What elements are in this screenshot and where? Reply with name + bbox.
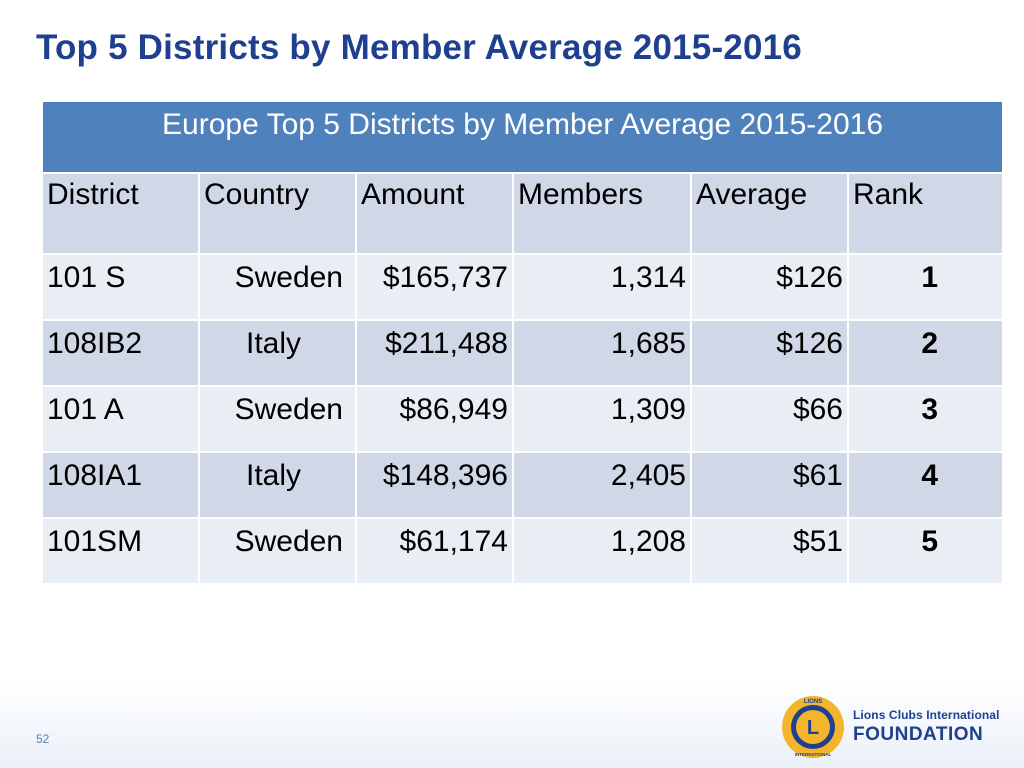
cell-district: 108IB2 xyxy=(43,321,200,387)
cell-district: 101SM xyxy=(43,519,200,585)
table-caption: Europe Top 5 Districts by Member Average… xyxy=(43,102,1003,174)
table-row: 108IA1 Italy $148,396 2,405 $61 4 xyxy=(43,453,1003,519)
cell-average: $61 xyxy=(692,453,849,519)
cell-rank: 5 xyxy=(849,519,1003,585)
cell-members: 1,685 xyxy=(514,321,692,387)
slide-title: Top 5 Districts by Member Average 2015-2… xyxy=(36,28,802,67)
cell-average: $126 xyxy=(692,255,849,321)
cell-members: 2,405 xyxy=(514,453,692,519)
header-average: Average xyxy=(692,174,849,255)
header-amount: Amount xyxy=(357,174,514,255)
cell-amount: $86,949 xyxy=(357,387,514,453)
brand-name: Lions Clubs International xyxy=(853,708,1000,722)
cell-country: Italy xyxy=(200,453,357,519)
svg-text:INTERNATIONAL: INTERNATIONAL xyxy=(795,752,832,757)
cell-district: 101 A xyxy=(43,387,200,453)
cell-rank: 1 xyxy=(849,255,1003,321)
brand-foundation: FOUNDATION xyxy=(853,724,984,745)
districts-table-container: Europe Top 5 Districts by Member Average… xyxy=(43,102,1003,585)
table-row: 101SM Sweden $61,174 1,208 $51 5 xyxy=(43,519,1003,585)
table-header-row: District Country Amount Members Average … xyxy=(43,174,1003,255)
cell-country: Sweden xyxy=(200,255,357,321)
cell-average: $51 xyxy=(692,519,849,585)
cell-members: 1,309 xyxy=(514,387,692,453)
districts-table: Europe Top 5 Districts by Member Average… xyxy=(43,102,1003,585)
svg-text:L: L xyxy=(807,717,819,739)
svg-text:LIONS: LIONS xyxy=(804,699,822,705)
cell-members: 1,208 xyxy=(514,519,692,585)
cell-amount: $61,174 xyxy=(357,519,514,585)
table-row: 101 S Sweden $165,737 1,314 $126 1 xyxy=(43,255,1003,321)
header-district: District xyxy=(43,174,200,255)
header-rank: Rank xyxy=(849,174,1003,255)
table-row: 101 A Sweden $86,949 1,309 $66 3 xyxy=(43,387,1003,453)
cell-district: 108IA1 xyxy=(43,453,200,519)
cell-country: Italy xyxy=(200,321,357,387)
brand-wordmark: Lions Clubs International FOUNDATION xyxy=(853,708,1000,746)
header-members: Members xyxy=(514,174,692,255)
cell-rank: 3 xyxy=(849,387,1003,453)
cell-country: Sweden xyxy=(200,387,357,453)
cell-average: $66 xyxy=(692,387,849,453)
cell-district: 101 S xyxy=(43,255,200,321)
cell-country: Sweden xyxy=(200,519,357,585)
cell-amount: $165,737 xyxy=(357,255,514,321)
cell-average: $126 xyxy=(692,321,849,387)
lions-emblem-icon: L LIONS INTERNATIONAL xyxy=(782,696,844,758)
table-row: 108IB2 Italy $211,488 1,685 $126 2 xyxy=(43,321,1003,387)
cell-rank: 4 xyxy=(849,453,1003,519)
cell-amount: $211,488 xyxy=(357,321,514,387)
page-number: 52 xyxy=(36,732,50,746)
cell-amount: $148,396 xyxy=(357,453,514,519)
cell-rank: 2 xyxy=(849,321,1003,387)
header-country: Country xyxy=(200,174,357,255)
cell-members: 1,314 xyxy=(514,255,692,321)
footer-band xyxy=(0,680,1024,768)
